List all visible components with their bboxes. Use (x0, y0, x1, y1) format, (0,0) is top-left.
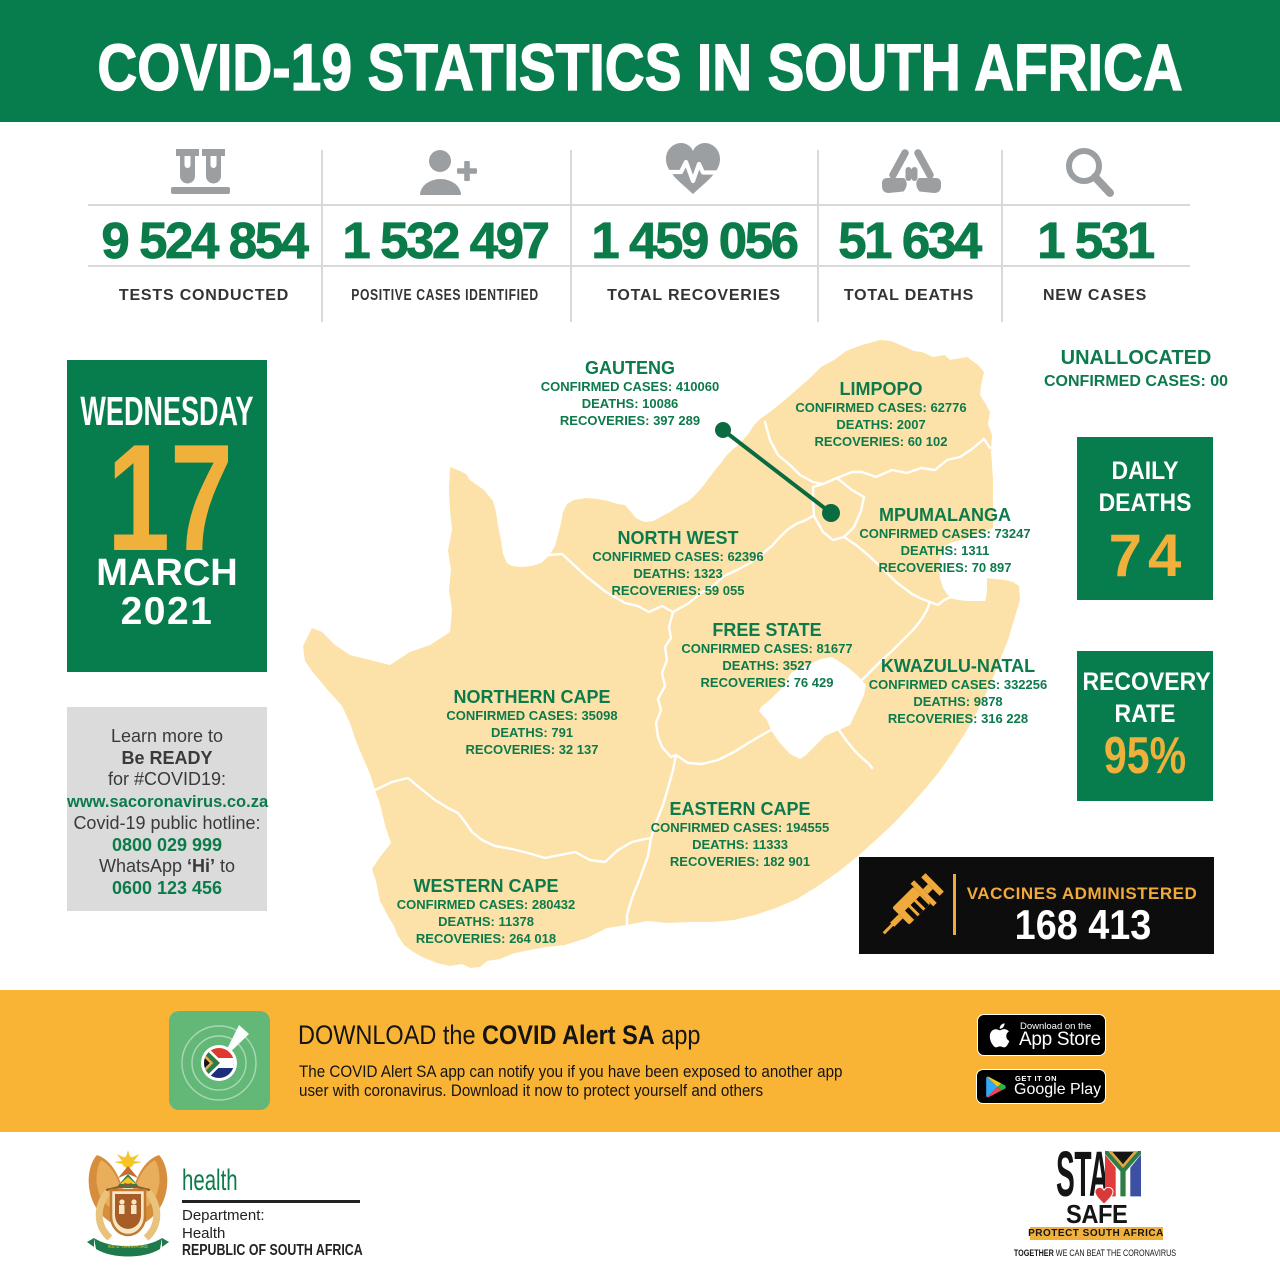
svg-text:!KE E: /XARRA //KE: !KE E: /XARRA //KE (108, 1244, 148, 1249)
